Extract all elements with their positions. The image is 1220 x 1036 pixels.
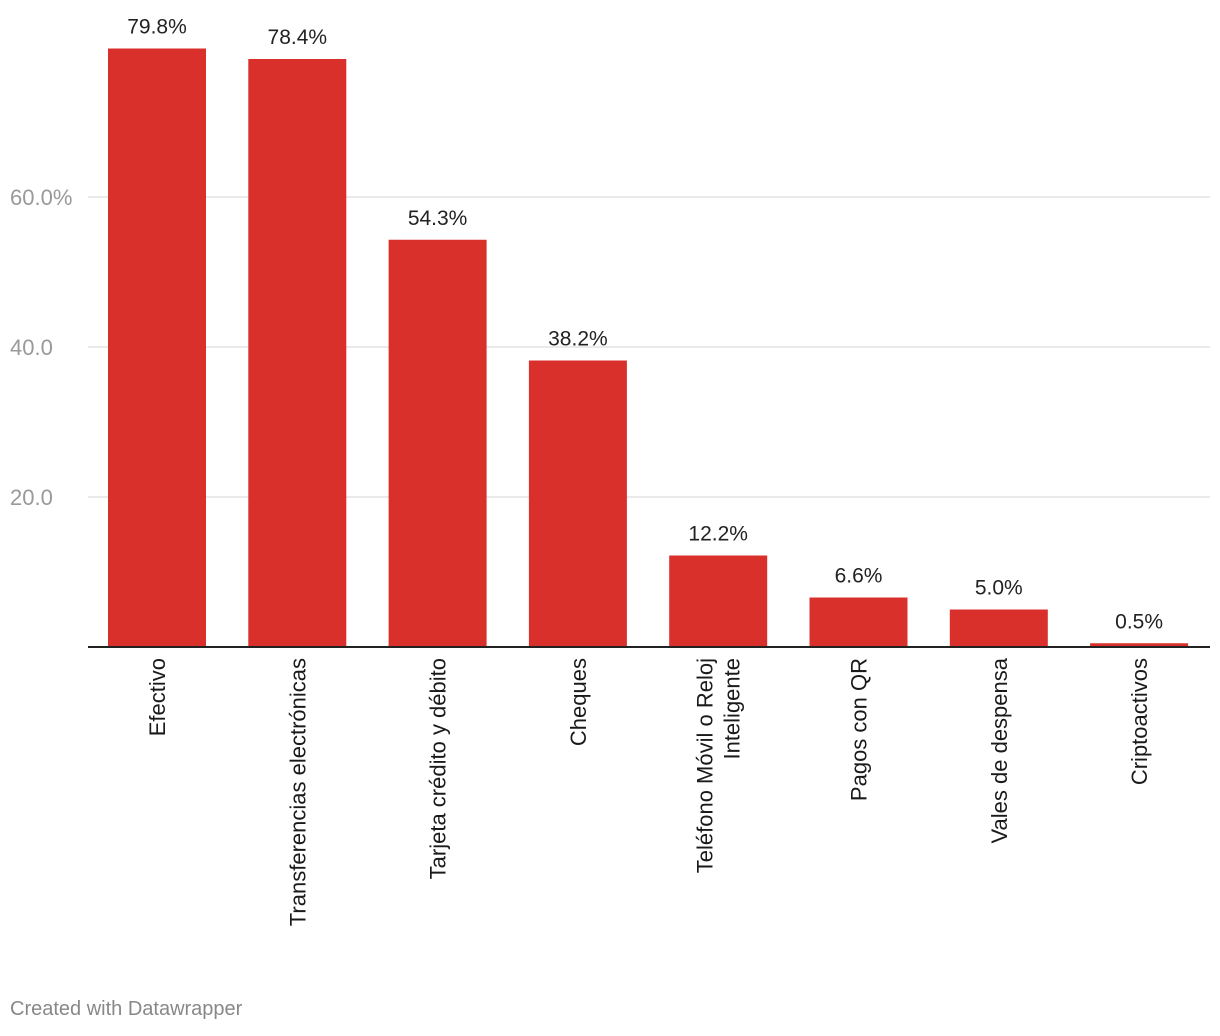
category-label: Transferencias electrónicas [285, 658, 310, 926]
y-tick-label: 20.0 [10, 485, 53, 510]
value-label: 12.2% [688, 523, 748, 546]
value-label: 79.8% [127, 16, 187, 39]
value-label: 5.0% [975, 577, 1023, 600]
value-label: 0.5% [1115, 610, 1163, 633]
credit-footer: Created with Datawrapper [10, 998, 243, 1020]
bar [809, 597, 908, 647]
value-label: 54.3% [408, 207, 468, 230]
category-label: Cheques [566, 658, 591, 746]
value-label: 78.4% [268, 26, 328, 49]
bar [388, 239, 487, 647]
value-label: 6.6% [835, 565, 883, 588]
category-label: Vales de despensa [987, 657, 1012, 843]
y-tick-label: 60.0% [10, 185, 72, 210]
bar [1090, 643, 1189, 647]
bar [528, 360, 627, 647]
y-tick-label: 40.0 [10, 335, 53, 360]
value-label: 38.2% [548, 328, 608, 351]
bar [108, 48, 206, 647]
category-label: Pagos con QR [847, 658, 872, 801]
category-label: Tarjeta crédito y débito [426, 658, 451, 879]
category-label: Criptoactivos [1127, 658, 1152, 785]
bar [949, 609, 1048, 647]
category-label: Efectivo [145, 658, 170, 736]
bar [669, 555, 768, 647]
category-label: Teléfono Móvil o RelojInteligente [693, 658, 745, 873]
bar [248, 59, 347, 647]
